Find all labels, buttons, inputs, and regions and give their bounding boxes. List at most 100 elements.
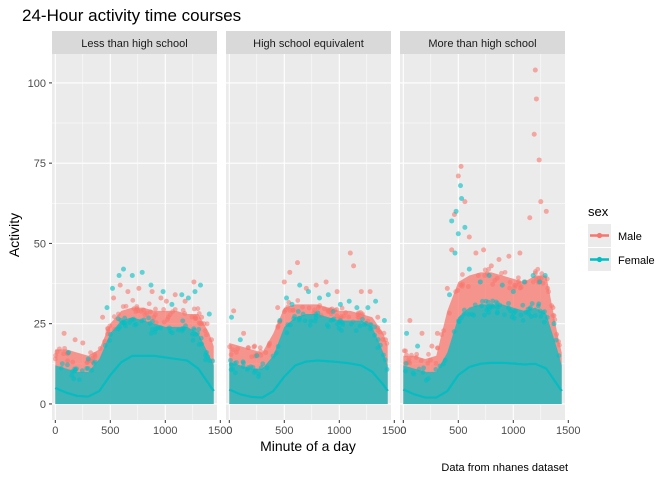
- data-point: [449, 218, 455, 224]
- data-point: [240, 359, 246, 365]
- data-point: [77, 377, 82, 383]
- legend-title: sex: [588, 204, 609, 219]
- data-point: [538, 314, 544, 319]
- data-point: [459, 195, 465, 201]
- data-point: [361, 322, 367, 328]
- data-point: [198, 335, 204, 341]
- data-point: [123, 303, 129, 309]
- data-point: [334, 313, 340, 319]
- data-point: [337, 301, 343, 307]
- data-point: [205, 354, 211, 360]
- data-point: [209, 337, 214, 343]
- data-point: [335, 321, 340, 327]
- data-point: [461, 311, 467, 317]
- data-point: [121, 266, 126, 272]
- data-point: [466, 311, 472, 317]
- data-point: [72, 368, 78, 374]
- data-point: [167, 329, 173, 335]
- data-point: [206, 311, 212, 317]
- data-point: [292, 314, 297, 319]
- data-point: [253, 368, 258, 374]
- data-point: [153, 312, 158, 318]
- data-point: [515, 275, 521, 281]
- data-point: [347, 250, 353, 256]
- data-point: [233, 370, 238, 376]
- data-point: [116, 273, 122, 279]
- data-point: [482, 312, 487, 318]
- data-point: [306, 289, 311, 295]
- data-point: [351, 263, 357, 269]
- data-point: [472, 302, 478, 308]
- data-point: [97, 346, 103, 351]
- data-point: [486, 266, 492, 272]
- data-point: [416, 366, 422, 372]
- data-point: [104, 305, 110, 311]
- data-point: [458, 163, 464, 169]
- chart-title: 24-Hour activity time courses: [22, 6, 241, 25]
- data-point: [105, 326, 111, 331]
- data-point: [65, 358, 71, 364]
- data-point: [59, 361, 65, 367]
- data-point: [459, 315, 464, 321]
- data-point: [89, 367, 95, 373]
- data-point: [198, 282, 203, 288]
- data-point: [275, 344, 281, 349]
- data-point: [172, 307, 178, 312]
- data-point: [161, 319, 167, 325]
- data-point: [254, 353, 260, 359]
- data-point: [506, 253, 512, 259]
- data-point: [541, 319, 547, 325]
- data-point: [462, 199, 468, 205]
- y-tick-label: 100: [28, 78, 46, 90]
- data-point: [372, 324, 378, 330]
- data-point: [336, 325, 342, 331]
- x-tick-label: 1500: [208, 425, 232, 437]
- data-point: [511, 310, 517, 316]
- data-point: [117, 324, 123, 330]
- y-tick-label: 25: [34, 319, 46, 331]
- data-point: [442, 357, 448, 363]
- data-point: [458, 183, 463, 189]
- data-point: [496, 256, 502, 262]
- data-point: [149, 289, 155, 295]
- data-point: [453, 289, 459, 295]
- data-point: [486, 273, 492, 279]
- data-point: [428, 357, 433, 363]
- data-point: [66, 350, 71, 356]
- x-tick-label: 1000: [327, 425, 351, 437]
- data-point: [325, 309, 331, 314]
- data-point: [490, 282, 496, 287]
- data-point: [479, 298, 485, 304]
- data-point: [530, 273, 536, 279]
- data-point: [455, 173, 461, 179]
- data-point: [180, 326, 185, 331]
- data-point: [495, 310, 500, 315]
- data-point: [538, 199, 544, 205]
- data-point: [85, 356, 91, 362]
- data-point: [542, 273, 548, 279]
- data-point: [444, 285, 450, 291]
- point-texture: [228, 308, 390, 380]
- data-point: [441, 361, 446, 367]
- data-point: [460, 272, 465, 277]
- data-point: [334, 289, 340, 295]
- data-point: [249, 354, 255, 360]
- data-point: [384, 367, 390, 372]
- data-point: [441, 328, 447, 334]
- data-point: [72, 337, 78, 343]
- data-point: [207, 358, 213, 364]
- data-point: [360, 316, 365, 322]
- data-point: [111, 295, 117, 301]
- data-point: [195, 306, 201, 312]
- data-point: [180, 318, 186, 324]
- data-point: [300, 311, 306, 317]
- data-point: [469, 311, 475, 317]
- data-point: [307, 322, 313, 328]
- data-point: [135, 308, 141, 314]
- data-point: [542, 309, 547, 315]
- x-tick-label: 500: [449, 425, 467, 437]
- legend-item-male: Male: [588, 224, 642, 247]
- data-point: [302, 318, 308, 324]
- data-point: [403, 368, 408, 374]
